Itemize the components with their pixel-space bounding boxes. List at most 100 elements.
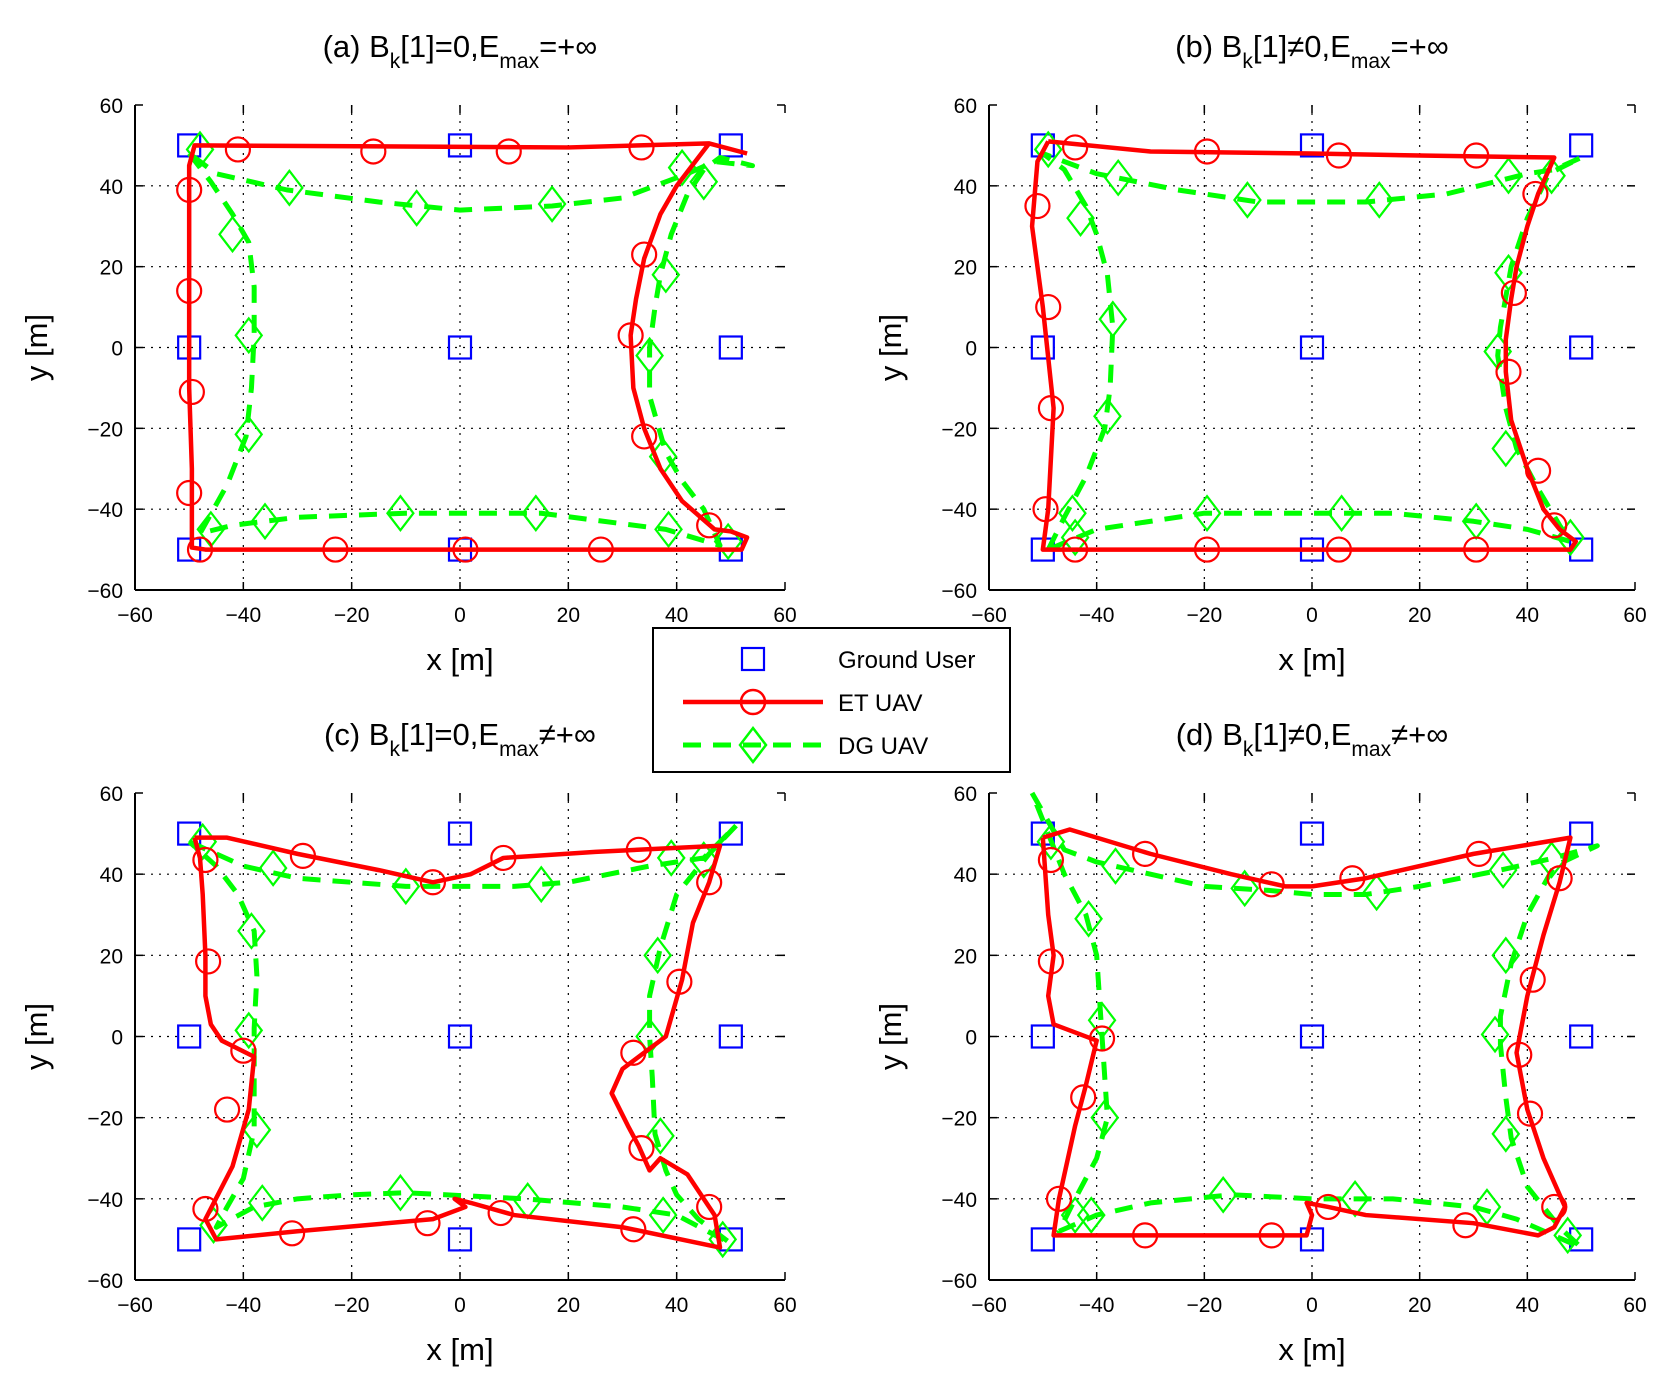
ground-user-marker	[1569, 1024, 1594, 1049]
et-uav-marker	[414, 1210, 441, 1237]
et-uav-marker	[1524, 457, 1552, 484]
x-tick-label: 60	[773, 604, 796, 627]
dg-uav-path	[187, 822, 739, 1246]
et-uav-marker	[628, 134, 655, 161]
x-tick-label: 20	[1408, 604, 1431, 627]
legend-label: Ground User	[838, 647, 975, 674]
x-tick-label: −20	[1187, 1294, 1223, 1317]
y-tick-label: 20	[954, 945, 977, 968]
x-tick-label: 0	[1306, 1294, 1318, 1317]
x-axis-label: x [m]	[426, 1332, 493, 1367]
et-uav-marker	[617, 322, 644, 349]
dg-uav-marker	[648, 1196, 678, 1234]
dg-uav-marker	[667, 148, 697, 187]
et-uav-marker	[178, 378, 205, 406]
y-axis-label: y [m]	[19, 1003, 54, 1070]
dg-uav-marker	[237, 912, 266, 950]
dg-uav-marker	[1093, 397, 1122, 436]
dg-uav-marker	[386, 494, 415, 533]
dg-uav-path	[1029, 791, 1600, 1251]
y-tick-label: −60	[87, 1270, 123, 1293]
x-tick-label: −40	[1079, 604, 1115, 627]
ground-user-marker	[177, 1227, 202, 1252]
et-uav-marker	[1325, 142, 1353, 169]
legend-marker-square	[740, 646, 766, 672]
et-uav-marker	[1088, 1025, 1116, 1052]
et-uav-marker	[696, 1193, 723, 1221]
legend-marker-circle	[739, 688, 767, 716]
et-uav-marker	[213, 1096, 241, 1123]
legend-entry: DG UAV	[683, 725, 928, 765]
panel-title: (a) Bk[1]=0,Emax=+∞	[323, 29, 598, 73]
et-uav-marker	[192, 846, 219, 874]
ground-user-marker	[1569, 335, 1594, 360]
dg-uav-marker	[242, 1111, 272, 1149]
panel-a: −60 −40 −20 0 20 40 60 60 40 20 0 −20 −40 −60 x [m] y […	[19, 29, 797, 677]
et-uav-marker	[631, 423, 658, 450]
et-uav-marker	[1315, 1193, 1342, 1221]
y-tick-label: 40	[954, 864, 977, 887]
ground-user-marker	[177, 1024, 202, 1049]
ground-user-marker	[718, 1024, 743, 1049]
y-tick-label: 60	[100, 783, 123, 806]
et-uav-marker	[176, 176, 203, 203]
et-uav-marker	[1516, 1100, 1544, 1127]
et-uav-marker	[696, 512, 723, 539]
et-uav-marker	[666, 968, 693, 995]
dg-uav-marker	[1074, 899, 1103, 938]
et-uav-marker	[289, 842, 317, 870]
et-uav-path	[186, 141, 750, 552]
ground-user-marker	[1299, 1227, 1325, 1252]
dg-uav-marker	[1537, 156, 1566, 195]
x-axis-label: x [m]	[1278, 1332, 1345, 1367]
et-uav-marker	[1193, 138, 1221, 165]
panel-d: −60 −40 −20 0 20 40 60 60 40 20 0 −20 −40 −60 x [m] y […	[873, 717, 1647, 1367]
dg-uav-marker	[402, 189, 432, 227]
y-tick-label: 0	[111, 1027, 123, 1050]
dg-uav-marker	[1480, 1015, 1510, 1054]
et-uav-marker	[1032, 496, 1059, 523]
et-uav-marker	[1258, 871, 1285, 898]
et-uav-marker	[1258, 1222, 1285, 1249]
ground-user-marker	[447, 821, 473, 846]
et-uav-marker	[1541, 512, 1568, 539]
y-tick-label: −40	[941, 499, 977, 522]
et-uav-marker	[1045, 1185, 1073, 1212]
x-tick-label: 20	[557, 1294, 580, 1317]
dg-uav-marker	[1340, 1180, 1370, 1218]
dg-uav-marker	[234, 316, 264, 355]
et-uav-marker	[1024, 192, 1051, 220]
legend-entry: Ground User	[740, 646, 975, 674]
dg-uav-marker	[1230, 869, 1260, 908]
dg-uav-marker	[537, 185, 567, 223]
et-uav-marker	[625, 836, 652, 863]
ground-user-marker	[1299, 133, 1325, 158]
y-tick-label: 40	[954, 176, 977, 199]
dg-uav-marker	[1491, 1115, 1521, 1153]
legend-entry: ET UAV	[683, 688, 922, 717]
dg-uav-marker	[386, 1173, 415, 1212]
title-part: [1]=0,E	[400, 717, 499, 752]
et-uav-marker	[1037, 395, 1065, 422]
y-tick-label: −40	[87, 1189, 123, 1212]
dg-uav-marker	[1364, 181, 1394, 219]
x-tick-label: 60	[773, 1294, 796, 1317]
panel-b: −60 −40 −20 0 20 40 60 60 40 20 0 −20 −40 −60 x [m] y […	[873, 29, 1647, 677]
y-tick-label: 20	[954, 257, 977, 280]
y-tick-label: 0	[965, 338, 977, 361]
dg-uav-path	[187, 151, 755, 549]
x-tick-label: 60	[1623, 604, 1646, 627]
dg-uav-marker	[1066, 199, 1095, 237]
et-uav-marker	[1506, 1041, 1533, 1068]
dg-uav-marker	[1362, 873, 1391, 912]
dg-uav-marker	[656, 839, 686, 877]
et-uav-marker	[587, 536, 614, 563]
dg-uav-marker	[1098, 300, 1128, 339]
ground-user-marker	[1299, 335, 1325, 360]
y-tick-label: −20	[87, 1108, 123, 1131]
title-sub: k	[390, 50, 401, 73]
title-sub: max	[499, 50, 539, 73]
et-uav-marker	[1325, 536, 1353, 563]
x-tick-label: 0	[454, 604, 466, 627]
title-sub: k	[1243, 738, 1254, 761]
